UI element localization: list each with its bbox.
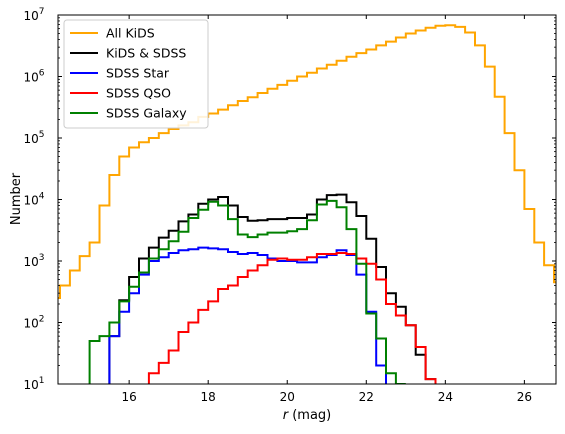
legend-label: SDSS QSO [106,86,171,101]
x-tick-label: 16 [122,390,137,404]
x-tick-label: 20 [280,390,295,404]
legend-label: KiDS & SDSS [106,46,186,61]
x-axis-label: r (mag) [283,408,332,423]
x-tick-label: 18 [201,390,216,404]
series-line-1 [58,24,556,299]
series-line-4 [147,252,437,384]
x-tick-label: 26 [517,390,532,404]
legend-box [63,19,209,129]
axis-layer: 16 18 20 22 24 26 101 102 103 104 105 106 107 [23,7,556,404]
y-axis-label: Number [9,172,24,225]
x-tick-label: 24 [438,390,453,404]
y-tick-label: 104 [23,192,44,208]
y-tick-label: 107 [23,7,44,23]
x-tick-label: 22 [359,390,374,404]
y-tick-label: 105 [23,130,44,146]
series-line-5 [88,199,406,384]
legend-label: SDSS Star [106,66,170,81]
legend: All KiDS KiDS & SDSS SDSS Star SDSS QSO SDSS… [63,19,209,129]
x-axis-label-symbol: r [283,408,290,423]
y-tick-label: 106 [23,69,44,85]
legend-label: All KiDS [106,26,155,41]
series-line-3 [108,246,387,384]
x-axis-label-unit: (mag) [288,408,331,423]
legend-label: SDSS Galaxy [106,106,187,121]
series-line-2 [108,193,437,384]
series-layer [58,24,556,384]
y-tick-label: 101 [23,376,44,392]
y-tick-label: 103 [23,253,44,269]
y-tick-label: 102 [23,315,44,331]
